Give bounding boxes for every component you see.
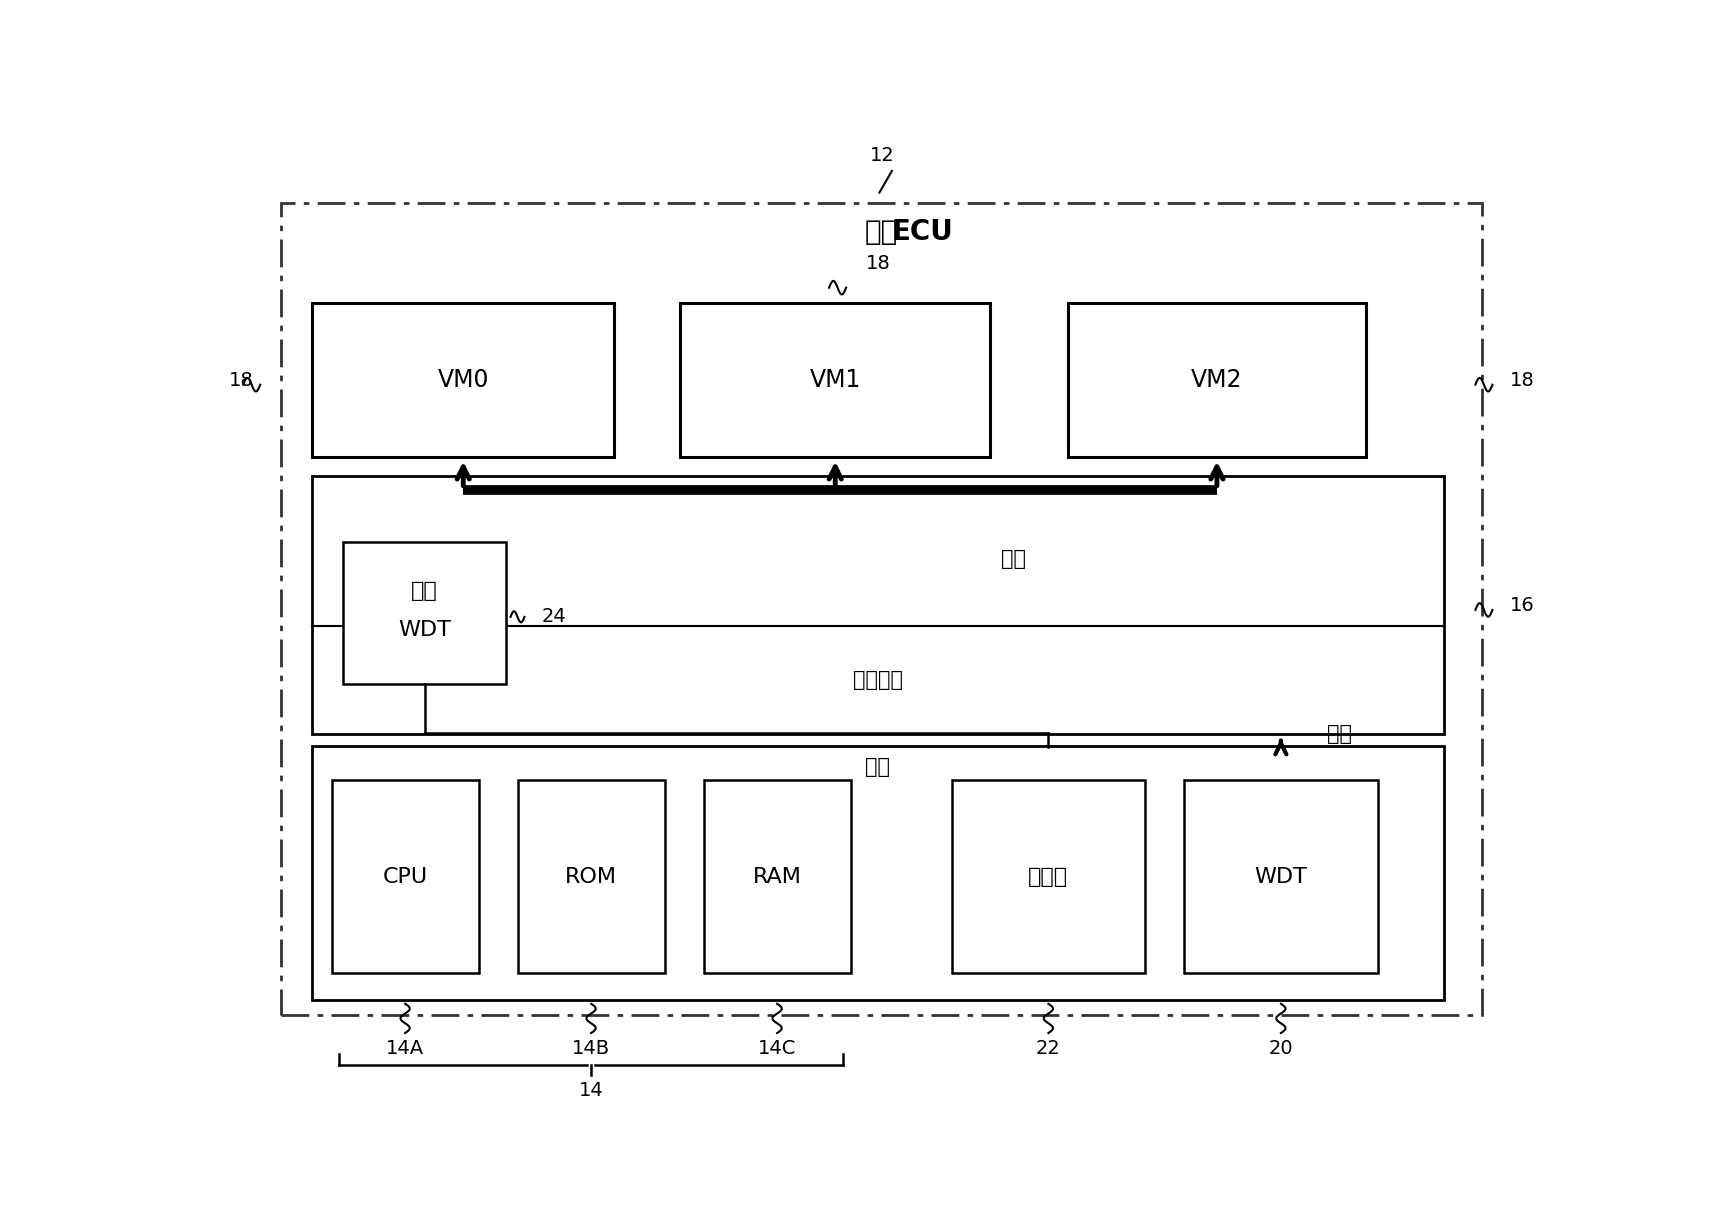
- Bar: [343, 542, 506, 684]
- Bar: [332, 780, 479, 974]
- Text: 18: 18: [229, 371, 253, 390]
- Bar: [312, 746, 1443, 1000]
- Text: 14: 14: [579, 1080, 603, 1099]
- Text: CPU: CPU: [382, 867, 427, 887]
- Text: WDT: WDT: [1254, 867, 1307, 887]
- Bar: [1185, 780, 1378, 974]
- Text: 软件: 软件: [412, 581, 437, 602]
- Text: 管理程序: 管理程序: [852, 670, 902, 690]
- Bar: [680, 303, 990, 457]
- Bar: [1068, 303, 1366, 457]
- Text: 14C: 14C: [758, 1038, 796, 1058]
- Text: 16: 16: [1510, 596, 1534, 615]
- Text: VM0: VM0: [437, 368, 489, 393]
- Bar: [312, 303, 615, 457]
- Text: 18: 18: [1510, 371, 1534, 390]
- Text: ECU: ECU: [892, 218, 952, 246]
- Text: 中央: 中央: [864, 218, 899, 246]
- Text: 定时器: 定时器: [1028, 867, 1068, 887]
- Text: 监视: 监视: [1326, 724, 1352, 744]
- Text: 20: 20: [1269, 1038, 1293, 1058]
- Bar: [952, 780, 1145, 974]
- Bar: [281, 203, 1483, 1015]
- Text: VM1: VM1: [809, 368, 861, 393]
- Text: RAM: RAM: [753, 867, 801, 887]
- Text: 18: 18: [866, 253, 890, 273]
- Text: 监视: 监视: [1000, 549, 1026, 569]
- Text: 12: 12: [870, 146, 894, 165]
- Text: ROM: ROM: [565, 867, 616, 887]
- Bar: [518, 780, 665, 974]
- Text: 14B: 14B: [572, 1038, 610, 1058]
- Text: 硬件: 硬件: [866, 757, 890, 778]
- Text: 14A: 14A: [386, 1038, 424, 1058]
- Text: 24: 24: [541, 608, 567, 626]
- Text: WDT: WDT: [398, 620, 451, 640]
- Bar: [704, 780, 851, 974]
- Text: VM2: VM2: [1192, 368, 1243, 393]
- Text: 22: 22: [1037, 1038, 1061, 1058]
- Bar: [312, 476, 1443, 734]
